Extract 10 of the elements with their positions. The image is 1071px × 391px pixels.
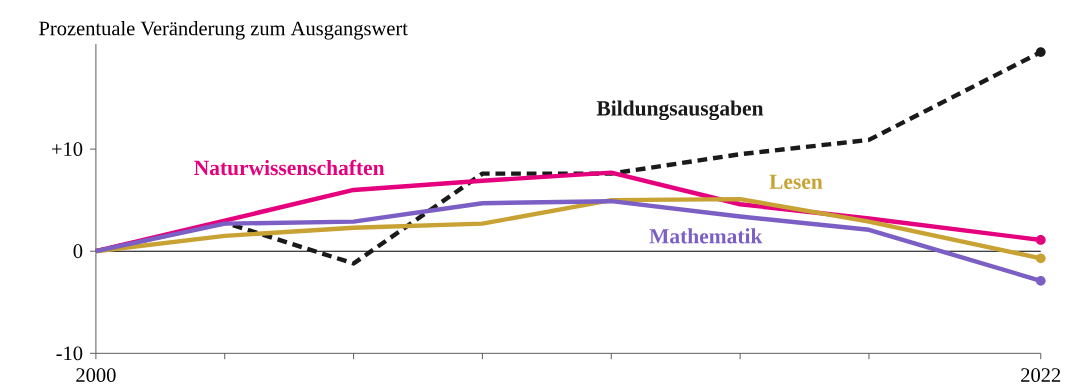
series-label: Lesen [769, 174, 823, 189]
x-tick-label: 2000 [76, 367, 116, 382]
y-tick-label: +10 [51, 141, 83, 156]
series-label: Naturwissenschaften [194, 159, 385, 175]
series-label: Bildungsausgaben [596, 100, 764, 120]
x-tick-label: 2022 [1021, 367, 1061, 382]
y-tick-label: -10 [56, 346, 83, 361]
series-label: Mathematik [649, 228, 763, 244]
y-tick-label: 0 [73, 244, 83, 258]
y-axis-title: Prozentuale Veränderung zum Ausgangswert [39, 20, 408, 40]
